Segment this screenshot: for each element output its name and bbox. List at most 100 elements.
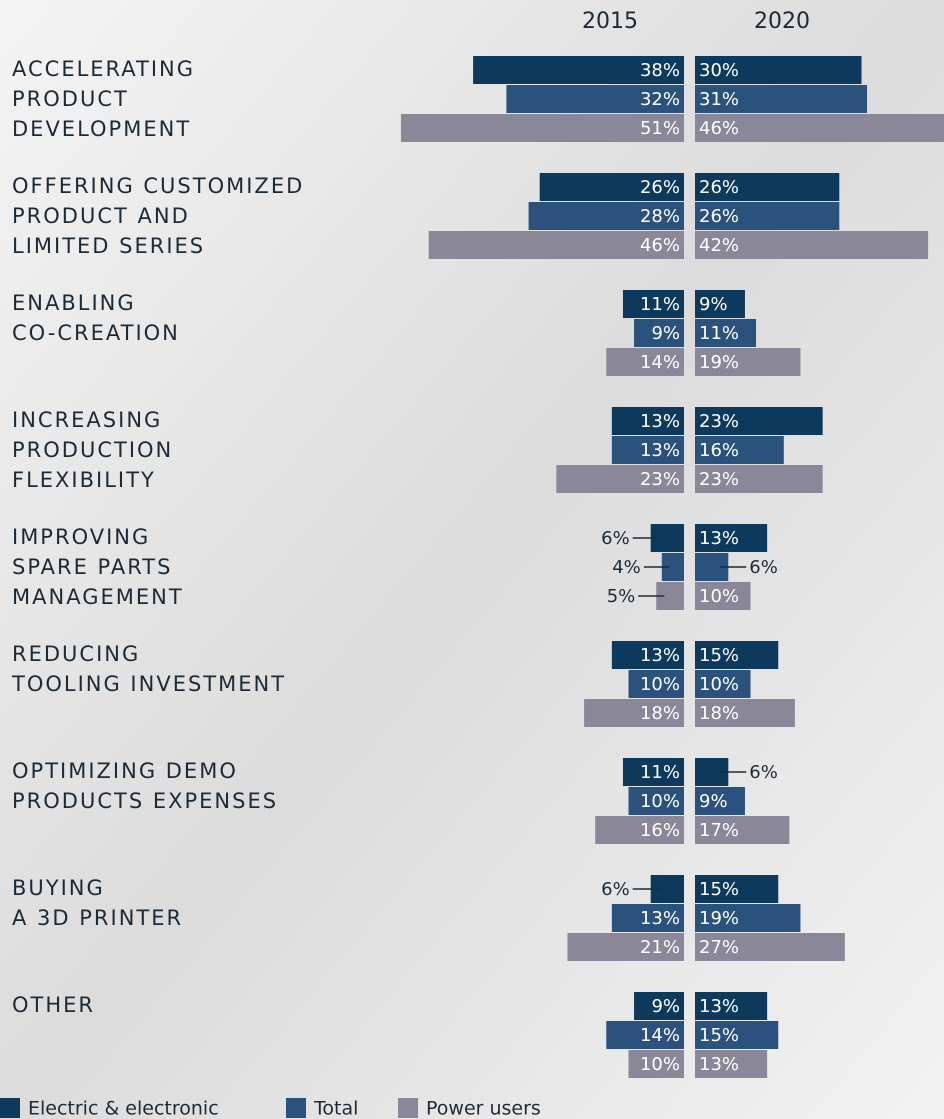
bar <box>528 202 684 230</box>
category-label: IMPROVING <box>12 525 150 549</box>
value-label: 15% <box>699 879 739 900</box>
value-label: 23% <box>640 469 680 490</box>
bar <box>695 992 768 1020</box>
category-label: OTHER <box>12 993 95 1017</box>
value-label: 9% <box>651 323 680 344</box>
bar <box>628 670 684 698</box>
value-label: 26% <box>699 177 739 198</box>
bar <box>606 348 684 376</box>
bar <box>695 699 795 727</box>
value-label: 18% <box>640 703 680 724</box>
category-label: SPARE PARTS <box>12 555 172 579</box>
bar <box>695 85 868 113</box>
value-label: 31% <box>699 89 739 110</box>
value-label: 13% <box>699 528 739 549</box>
bar <box>473 56 684 84</box>
legend-swatch <box>398 1098 418 1118</box>
bar <box>634 319 684 347</box>
value-label: 42% <box>699 235 739 256</box>
bar <box>695 348 801 376</box>
bar <box>622 290 684 318</box>
legend-label: Total <box>313 1098 358 1119</box>
bar <box>695 465 823 493</box>
bar <box>695 816 790 844</box>
value-label: 17% <box>699 820 739 841</box>
bar <box>628 787 684 815</box>
bar <box>695 231 929 259</box>
category-label: TOOLING INVESTMENT <box>11 672 286 696</box>
category-label: ENABLING <box>12 291 136 315</box>
bar <box>695 202 840 230</box>
category-label: PRODUCT <box>12 87 129 111</box>
value-label: 16% <box>699 440 739 461</box>
period-label: 2015 <box>582 9 638 34</box>
value-label: 26% <box>699 206 739 227</box>
value-label: 10% <box>699 586 739 607</box>
value-label: 9% <box>699 791 728 812</box>
value-label: 6% <box>749 557 778 578</box>
bar <box>628 1050 684 1078</box>
value-label: 19% <box>699 908 739 929</box>
bar <box>506 85 684 113</box>
category-label: FLEXIBILITY <box>12 468 156 492</box>
bar <box>556 465 684 493</box>
bar <box>661 553 684 581</box>
bar <box>595 816 684 844</box>
category-label: INCREASING <box>12 408 162 432</box>
bar <box>695 787 745 815</box>
value-label: 6% <box>749 762 778 783</box>
bar <box>695 319 757 347</box>
value-label: 10% <box>699 674 739 695</box>
bar <box>695 173 840 201</box>
category-label: ACCELERATING <box>12 57 195 81</box>
category-label: OPTIMIZING DEMO <box>12 759 238 783</box>
value-label: 14% <box>640 352 680 373</box>
bar <box>695 56 862 84</box>
bar <box>634 992 684 1020</box>
value-label: 11% <box>699 323 739 344</box>
bar <box>695 407 823 435</box>
bar <box>695 114 944 142</box>
bar <box>695 436 784 464</box>
value-label: 13% <box>640 908 680 929</box>
category-label: DEVELOPMENT <box>12 117 191 141</box>
value-label: 23% <box>699 469 739 490</box>
value-label: 4% <box>612 557 641 578</box>
category-label: PRODUCT AND <box>12 204 190 228</box>
value-label: 15% <box>699 1025 739 1046</box>
value-label: 9% <box>699 294 728 315</box>
bar <box>606 1021 684 1049</box>
value-label: 13% <box>640 645 680 666</box>
legend-swatch <box>0 1098 20 1118</box>
value-label: 13% <box>699 1054 739 1075</box>
bar <box>428 231 684 259</box>
value-label: 46% <box>640 235 680 256</box>
legend-label: Power users <box>426 1098 541 1119</box>
category-label: LIMITED SERIES <box>12 234 205 258</box>
bar <box>695 904 801 932</box>
value-label: 21% <box>640 937 680 958</box>
value-label: 10% <box>640 674 680 695</box>
value-label: 27% <box>699 937 739 958</box>
legend-swatch <box>286 1098 306 1118</box>
value-label: 13% <box>699 996 739 1017</box>
category-label: OFFERING CUSTOMIZED <box>12 174 304 198</box>
value-label: 13% <box>640 440 680 461</box>
value-label: 11% <box>640 762 680 783</box>
value-label: 32% <box>640 89 680 110</box>
bar <box>611 904 684 932</box>
bar <box>695 1050 768 1078</box>
category-label: CO-CREATION <box>12 321 180 345</box>
legend-label: Electric & electronic <box>28 1098 219 1119</box>
value-label: 30% <box>699 60 739 81</box>
bar <box>611 407 684 435</box>
bar <box>695 1021 779 1049</box>
value-label: 18% <box>699 703 739 724</box>
category-label: A 3D PRINTER <box>12 906 183 930</box>
value-label: 11% <box>640 294 680 315</box>
value-label: 6% <box>601 879 630 900</box>
category-label: BUYING <box>12 876 105 900</box>
bar <box>695 290 745 318</box>
